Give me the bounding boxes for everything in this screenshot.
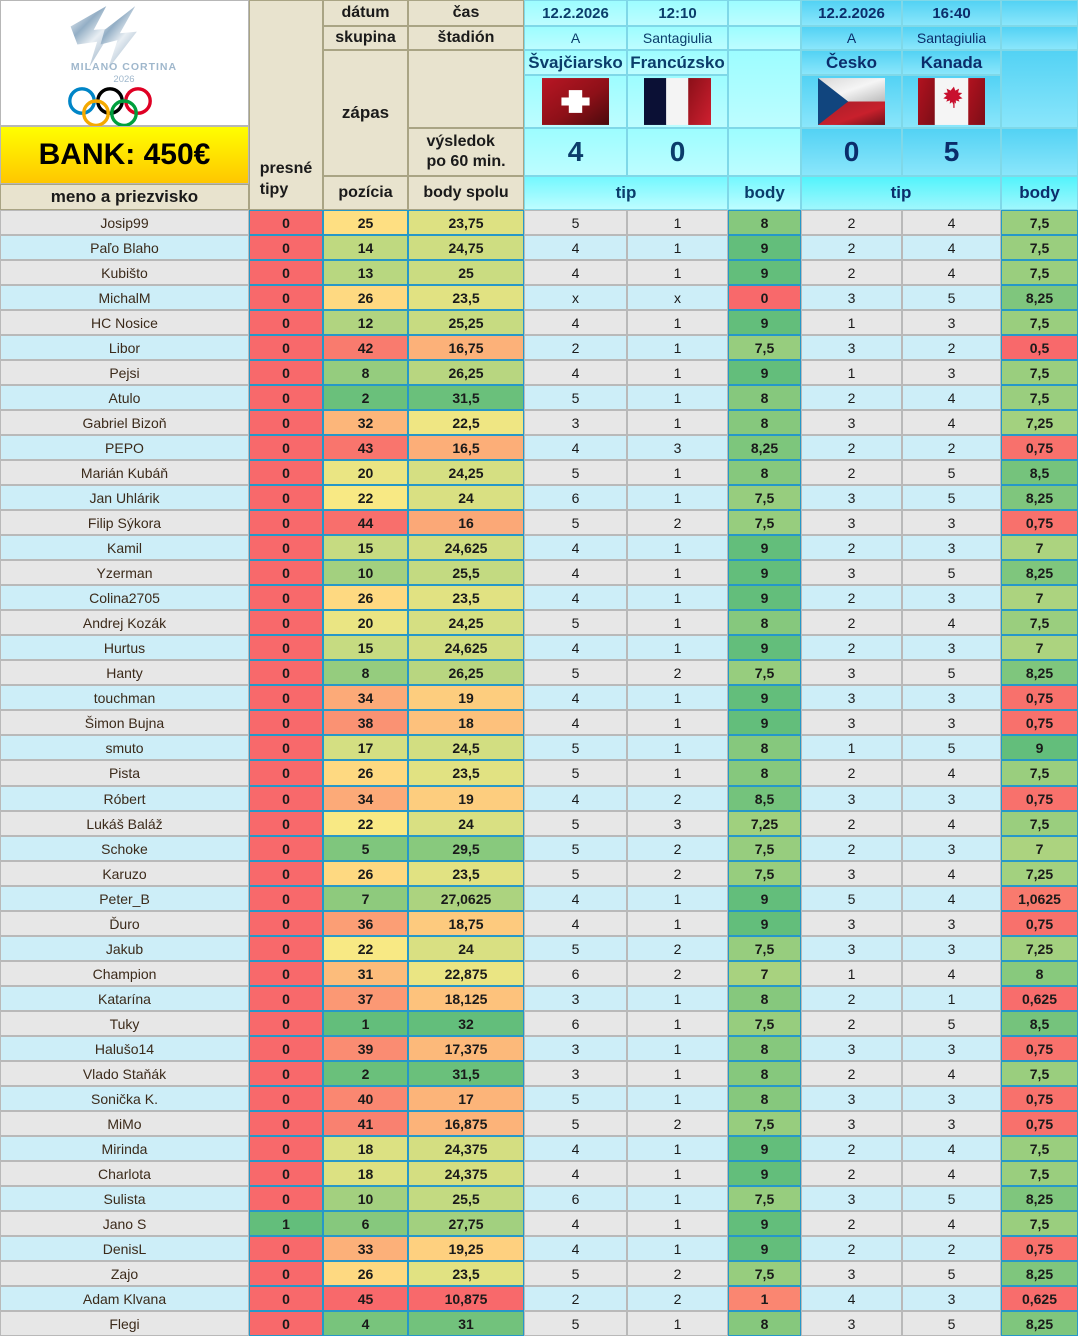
svg-text:2026: 2026 bbox=[113, 74, 134, 85]
svg-text:MILANO CORTINA: MILANO CORTINA bbox=[71, 61, 177, 73]
